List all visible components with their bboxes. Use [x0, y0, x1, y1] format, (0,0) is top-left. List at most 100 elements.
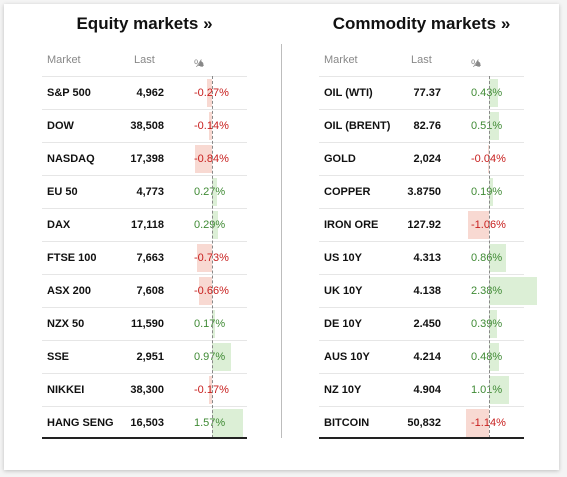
- commodity-table-bottom-rule: [319, 437, 524, 439]
- market-name: BITCOIN: [324, 417, 370, 429]
- last-value: 4.214: [413, 351, 441, 363]
- market-column-header: Market: [324, 54, 358, 66]
- table-row[interactable]: BITCOIN 50,832 -1.14%: [319, 406, 524, 439]
- market-name: DAX: [47, 219, 71, 231]
- percent-change: 0.29%: [194, 219, 226, 231]
- percent-change: 0.19%: [471, 186, 503, 198]
- percent-change: 1.01%: [471, 384, 503, 396]
- change-bar: [197, 244, 212, 272]
- table-row[interactable]: AUS 10Y 4.214 0.48%: [319, 340, 524, 373]
- market-name: GOLD: [324, 153, 356, 165]
- table-row[interactable]: NASDAQ 17,398 -0.84%: [42, 142, 247, 175]
- last-value: 4,773: [136, 186, 164, 198]
- last-value: 50,832: [407, 417, 441, 429]
- table-row[interactable]: US 10Y 4.313 0.86%: [319, 241, 524, 274]
- table-row[interactable]: DAX 17,118 0.29%: [42, 208, 247, 241]
- market-name: NZX 50: [47, 318, 85, 330]
- change-bar: [209, 112, 212, 140]
- last-column-header: Last: [411, 54, 432, 66]
- table-row[interactable]: IRON ORE 127.92 -1.06%: [319, 208, 524, 241]
- table-row[interactable]: SSE 2,951 0.97%: [42, 340, 247, 373]
- change-bar: [195, 145, 212, 173]
- commodity-markets-title-link[interactable]: Commodity markets »: [332, 14, 511, 33]
- percent-change: 0.39%: [471, 318, 503, 330]
- sort-arrow-icon: ▲: [196, 58, 206, 69]
- market-name: AUS 10Y: [324, 351, 370, 363]
- percent-change: 0.86%: [471, 252, 503, 264]
- equity-zero-line: [212, 76, 213, 438]
- market-name: FTSE 100: [47, 252, 97, 264]
- equity-markets-title-link[interactable]: Equity markets »: [76, 14, 213, 33]
- table-row[interactable]: GOLD 2,024 -0.04%: [319, 142, 524, 175]
- percent-change: 0.17%: [194, 318, 226, 330]
- last-value: 77.37: [413, 87, 441, 99]
- change-bar: [466, 409, 489, 437]
- last-value: 4.138: [413, 285, 441, 297]
- change-bar: [198, 277, 212, 305]
- percent-change: 2.38%: [471, 285, 503, 297]
- change-bar: [489, 310, 497, 338]
- sort-arrow-icon: ▲: [473, 58, 483, 69]
- markets-card: Equity markets » Market Last % ▲ S&P 500 4…: [4, 4, 559, 470]
- table-row[interactable]: S&P 500 4,962 -0.27%: [42, 76, 247, 109]
- table-row[interactable]: EU 50 4,773 0.27%: [42, 175, 247, 208]
- market-name: US 10Y: [324, 252, 362, 264]
- last-value: 4,962: [136, 87, 164, 99]
- market-name: HANG SENG: [47, 417, 114, 429]
- change-bar: [212, 343, 232, 371]
- last-value: 7,608: [136, 285, 164, 297]
- market-name: OIL (BRENT): [324, 120, 391, 132]
- table-row[interactable]: OIL (BRENT) 82.76 0.51%: [319, 109, 524, 142]
- table-row[interactable]: FTSE 100 7,663 -0.73%: [42, 241, 247, 274]
- change-bar: [489, 376, 510, 404]
- market-column-header: Market: [47, 54, 81, 66]
- percent-change: -1.06%: [471, 219, 506, 231]
- last-value: 127.92: [407, 219, 441, 231]
- change-bar: [212, 409, 244, 437]
- percent-change: -0.66%: [194, 285, 229, 297]
- percent-header-label: %: [194, 58, 204, 70]
- percent-change: -0.17%: [194, 384, 229, 396]
- last-value: 16,503: [130, 417, 164, 429]
- table-row[interactable]: UK 10Y 4.138 2.38%: [319, 274, 537, 307]
- table-row[interactable]: NZ 10Y 4.904 1.01%: [319, 373, 524, 406]
- last-value: 17,398: [130, 153, 164, 165]
- table-row[interactable]: DE 10Y 2.450 0.39%: [319, 307, 524, 340]
- last-column-header: Last: [134, 54, 155, 66]
- percent-change: 0.51%: [471, 120, 503, 132]
- last-value: 2.450: [413, 318, 441, 330]
- table-row[interactable]: NZX 50 11,590 0.17%: [42, 307, 247, 340]
- market-name: IRON ORE: [324, 219, 379, 231]
- change-bar: [212, 178, 218, 206]
- percent-change: 0.48%: [471, 351, 503, 363]
- change-bar: [206, 79, 212, 107]
- table-row[interactable]: OIL (WTI) 77.37 0.43%: [319, 76, 524, 109]
- table-row[interactable]: DOW 38,508 -0.14%: [42, 109, 247, 142]
- change-bar: [489, 343, 499, 371]
- market-name: UK 10Y: [324, 285, 363, 297]
- equity-table-header: Market Last % ▲: [42, 50, 247, 70]
- last-value: 3.8750: [407, 186, 441, 198]
- table-row[interactable]: HANG SENG 16,503 1.57%: [42, 406, 247, 439]
- change-bar: [489, 277, 537, 305]
- table-row[interactable]: COPPER 3.8750 0.19%: [319, 175, 524, 208]
- equity-table-bottom-rule: [42, 437, 247, 439]
- percent-change: 0.97%: [194, 351, 226, 363]
- last-value: 7,663: [136, 252, 164, 264]
- last-value: 38,508: [130, 120, 164, 132]
- change-bar: [467, 211, 489, 239]
- percent-change: 1.57%: [194, 417, 226, 429]
- market-name: EU 50: [47, 186, 78, 198]
- market-name: NIKKEI: [47, 384, 85, 396]
- equity-rows: S&P 500 4,962 -0.27% DOW 38,508 -0.14% NASDAQ 1…: [42, 76, 247, 439]
- market-name: DE 10Y: [324, 318, 362, 330]
- market-name: S&P 500: [47, 87, 91, 99]
- last-value: 4.904: [413, 384, 441, 396]
- table-row[interactable]: NIKKEI 38,300 -0.17%: [42, 373, 247, 406]
- last-value: 82.76: [413, 120, 441, 132]
- last-value: 4.313: [413, 252, 441, 264]
- commodity-rows: OIL (WTI) 77.37 0.43% OIL (BRENT) 82.76 0.51%…: [319, 76, 537, 439]
- last-value: 2,024: [413, 153, 441, 165]
- market-name: NASDAQ: [47, 153, 95, 165]
- table-row[interactable]: ASX 200 7,608 -0.66%: [42, 274, 247, 307]
